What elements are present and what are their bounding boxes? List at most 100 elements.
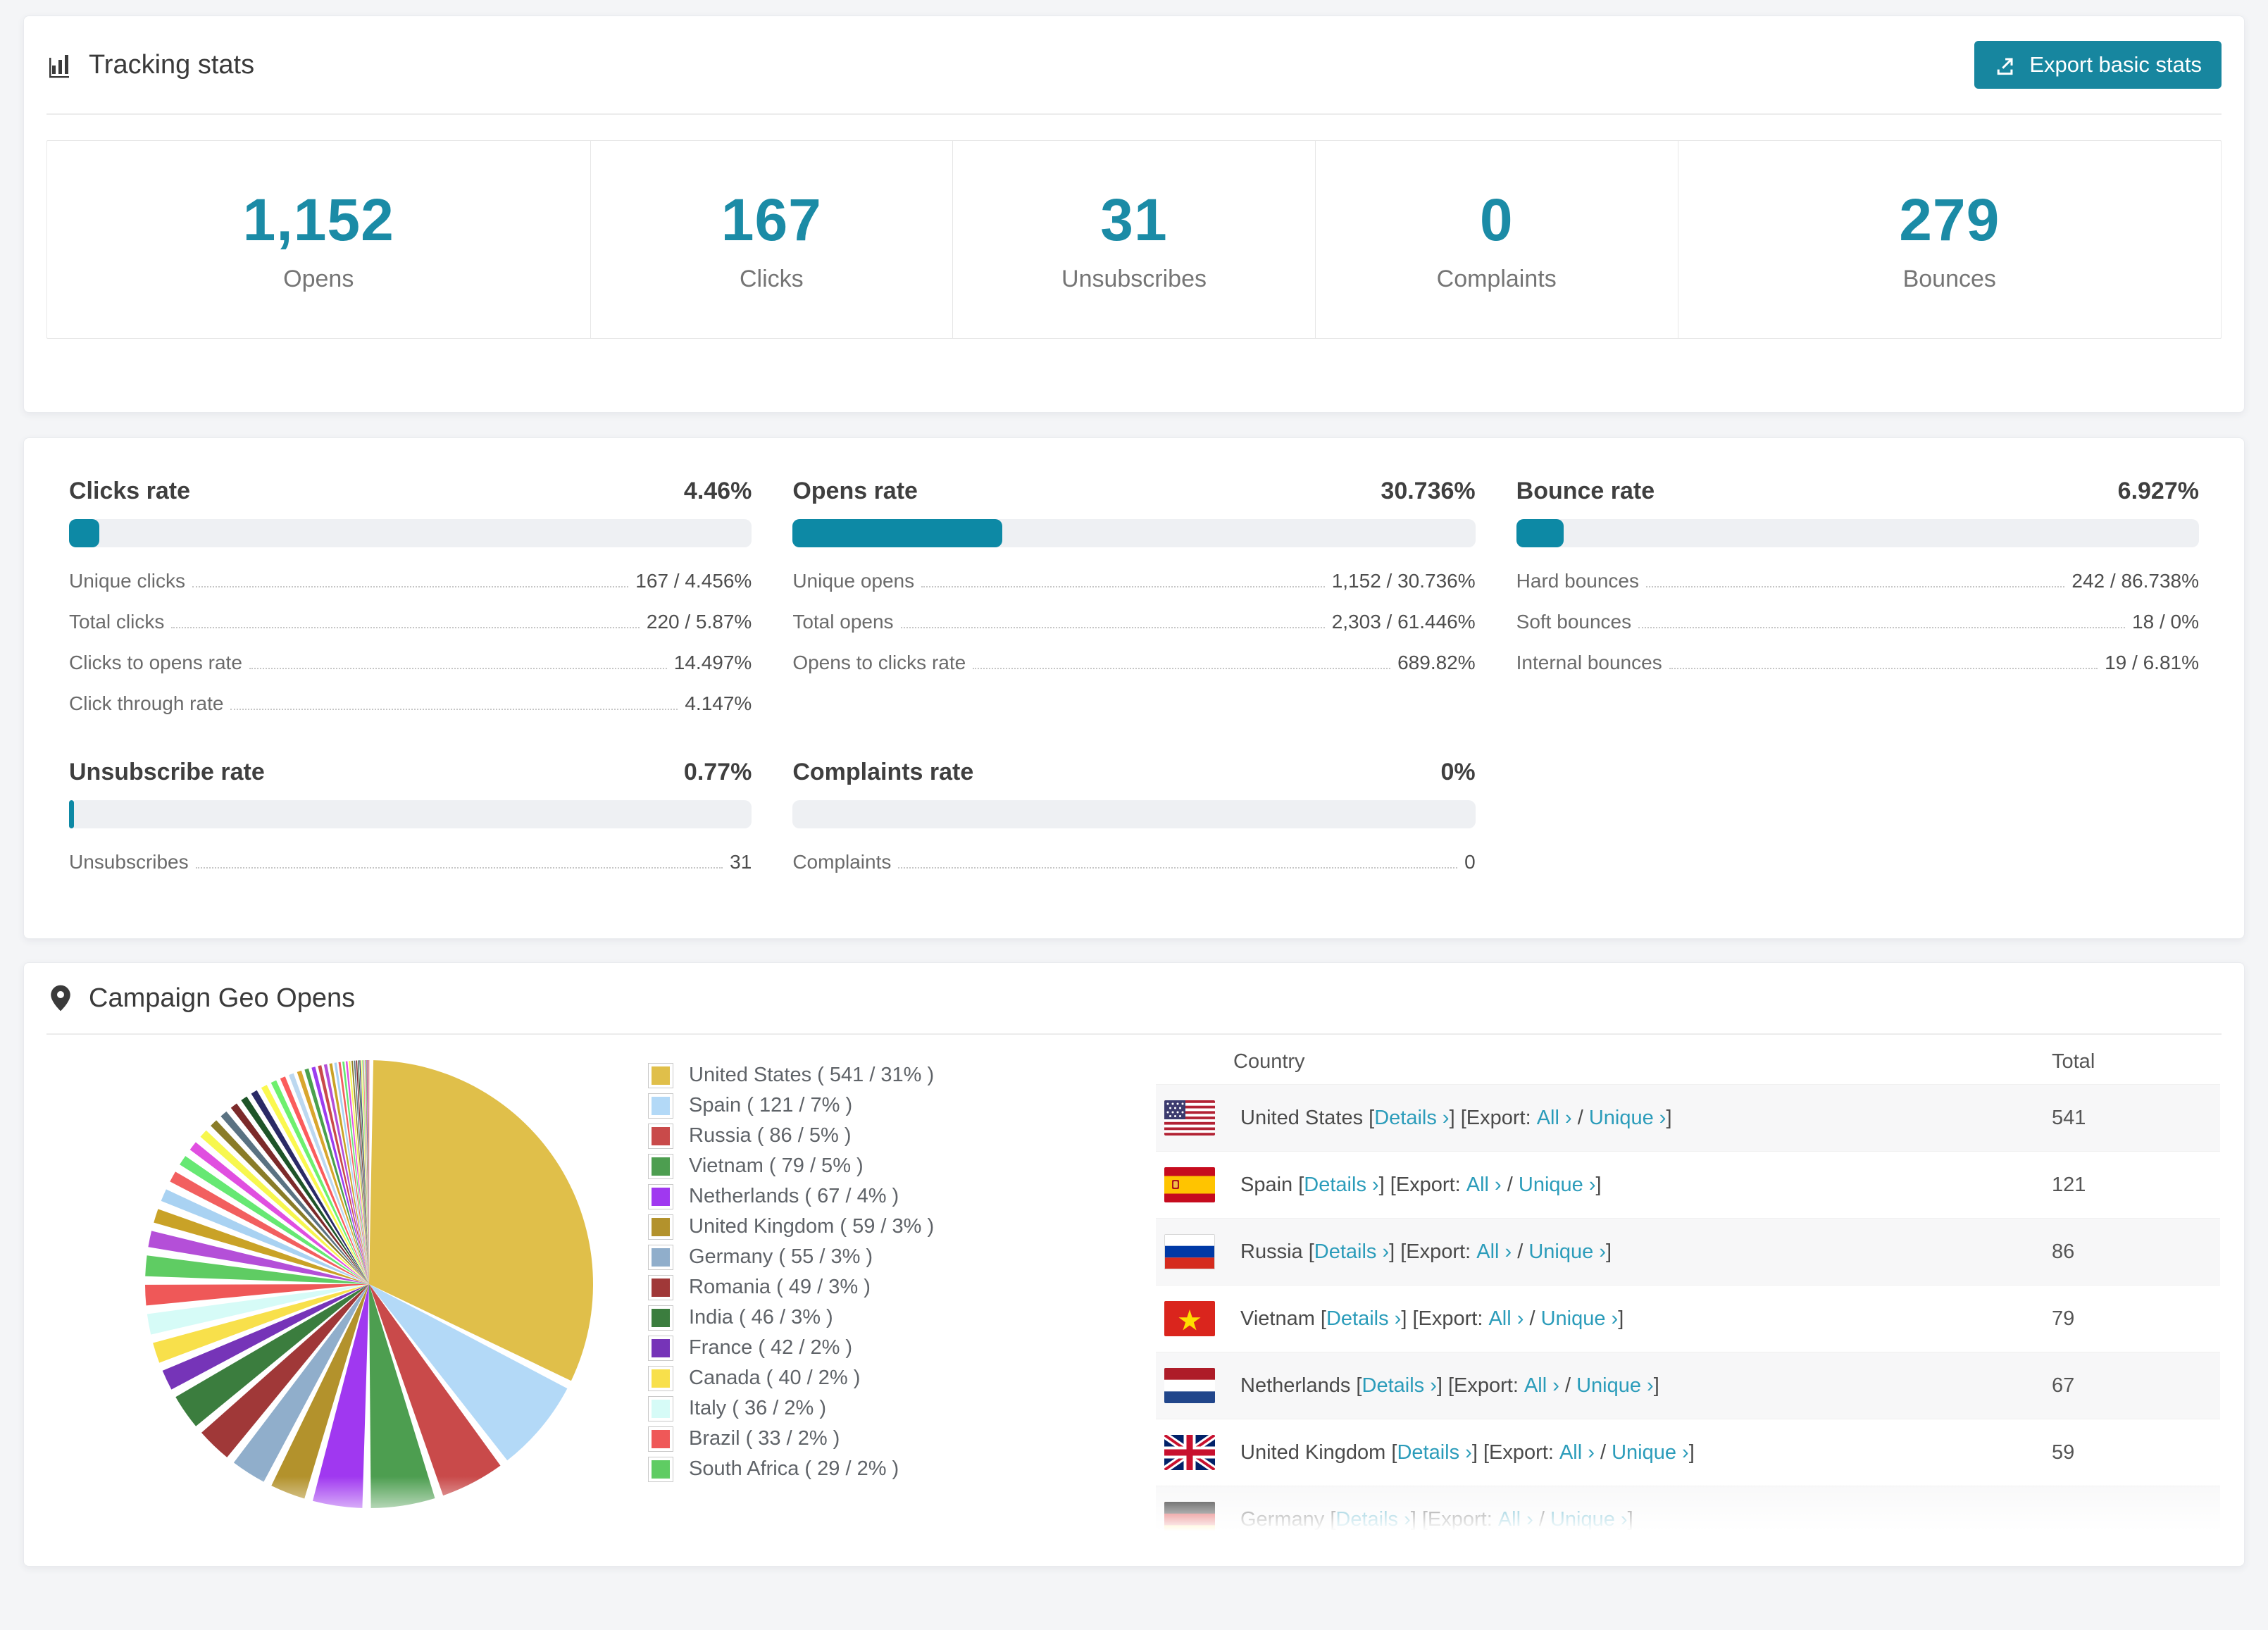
geo-pie-chart[interactable] <box>130 1045 609 1524</box>
legend-item-spain[interactable]: Spain ( 121 / 7% ) <box>648 1090 934 1121</box>
export-all-link-us[interactable]: All › <box>1536 1106 1572 1129</box>
pie-slice-other[interactable] <box>363 1060 369 1284</box>
details-link-ru[interactable]: Details › <box>1314 1240 1390 1263</box>
pie-slice-germany[interactable] <box>233 1284 369 1482</box>
pie-slice-other[interactable] <box>362 1060 369 1284</box>
pie-slice-other[interactable] <box>297 1070 369 1284</box>
pie-slice-united-kingdom[interactable] <box>271 1284 369 1499</box>
pie-slice-other[interactable] <box>241 1096 369 1284</box>
stat-opens-value: 1,152 <box>242 187 394 253</box>
export-all-link-nl[interactable]: All › <box>1524 1374 1559 1397</box>
pie-slice-france[interactable] <box>162 1284 369 1390</box>
pie-slice-netherlands[interactable] <box>313 1284 369 1508</box>
pie-slice-vietnam[interactable] <box>369 1284 435 1508</box>
pie-slice-other[interactable] <box>349 1061 369 1284</box>
pie-slice-other[interactable] <box>161 1189 369 1284</box>
pie-slice-other[interactable] <box>358 1060 369 1284</box>
legend-item-france[interactable]: France ( 42 / 2% ) <box>648 1333 934 1363</box>
legend-item-brazil[interactable]: Brazil ( 33 / 2% ) <box>648 1424 934 1454</box>
pie-slice-other[interactable] <box>280 1076 369 1284</box>
pie-slice-other[interactable] <box>261 1085 369 1284</box>
export-all-link-gb[interactable]: All › <box>1559 1441 1595 1464</box>
legend-item-russia[interactable]: Russia ( 86 / 5% ) <box>648 1121 934 1151</box>
pie-slice-other[interactable] <box>323 1064 369 1284</box>
stat-complaints: 0 Complaints <box>1314 141 1678 338</box>
pie-slice-other[interactable] <box>270 1080 369 1284</box>
export-unique-link-gb[interactable]: Unique › <box>1612 1441 1689 1464</box>
pie-slice-russia[interactable] <box>369 1284 501 1496</box>
pie-slice-india[interactable] <box>175 1284 370 1426</box>
legend-item-united-kingdom[interactable]: United Kingdom ( 59 / 3% ) <box>648 1212 934 1242</box>
details-link-us[interactable]: Details › <box>1374 1106 1450 1129</box>
details-link-de[interactable]: Details › <box>1335 1507 1411 1531</box>
legend-item-italy[interactable]: Italy ( 36 / 2% ) <box>648 1393 934 1424</box>
pie-slice-other[interactable] <box>230 1103 369 1285</box>
pie-slice-south-africa[interactable] <box>145 1255 369 1284</box>
detail-row: Internal bounces 19 / 6.81% <box>1516 652 2199 673</box>
legend-item-canada[interactable]: Canada ( 40 / 2% ) <box>648 1363 934 1393</box>
details-link-gb[interactable]: Details › <box>1397 1441 1472 1464</box>
pie-slice-other[interactable] <box>368 1059 370 1284</box>
pie-slice-other[interactable] <box>170 1171 370 1284</box>
table-text: ] <box>1618 1307 1624 1330</box>
pie-slice-spain[interactable] <box>369 1284 568 1461</box>
pie-slice-other[interactable] <box>359 1060 369 1284</box>
export-all-link-ru[interactable]: All › <box>1476 1240 1512 1263</box>
details-link-vn[interactable]: Details › <box>1326 1307 1402 1330</box>
export-unique-link-es[interactable]: Unique › <box>1518 1173 1596 1196</box>
export-all-link-de[interactable]: All › <box>1497 1507 1533 1531</box>
export-unique-link-us[interactable]: Unique › <box>1588 1106 1666 1129</box>
pie-slice-other[interactable] <box>311 1066 369 1284</box>
pie-slice-italy[interactable] <box>147 1284 369 1335</box>
legend-item-india[interactable]: India ( 46 / 3% ) <box>648 1302 934 1333</box>
pie-slice-other[interactable] <box>338 1062 370 1284</box>
pie-slice-romania[interactable] <box>201 1284 369 1457</box>
legend-item-netherlands[interactable]: Netherlands ( 67 / 4% ) <box>648 1181 934 1212</box>
pie-slice-other[interactable] <box>329 1063 370 1284</box>
clicks-rate-progressbar <box>69 519 752 547</box>
pie-slice-other[interactable] <box>342 1062 369 1284</box>
pie-slice-other[interactable] <box>304 1068 369 1284</box>
table-text: ] [Export: <box>1378 1173 1466 1196</box>
export-unique-link-de[interactable]: Unique › <box>1550 1507 1628 1531</box>
details-link-es[interactable]: Details › <box>1304 1173 1379 1196</box>
pie-slice-other[interactable] <box>180 1156 369 1284</box>
stats-summary-row: 1,152 Opens 167 Clicks 31 Unsubscribes 0… <box>46 140 2222 339</box>
export-unique-link-vn[interactable]: Unique › <box>1540 1307 1619 1330</box>
pie-slice-other[interactable] <box>318 1065 369 1284</box>
legend-label: Canada ( 40 / 2% ) <box>689 1367 861 1389</box>
legend-item-south-africa[interactable]: South Africa ( 29 / 2% ) <box>648 1454 934 1484</box>
complaints-rate-value: 0% <box>1440 759 1476 785</box>
pie-slice-other[interactable] <box>148 1231 369 1284</box>
export-unique-link-nl[interactable]: Unique › <box>1576 1374 1654 1397</box>
dotted-leader <box>195 867 723 869</box>
country-cell: Spain [Details ›] [Export: All › / Uniqu… <box>1156 1167 2043 1202</box>
legend-swatch-color <box>652 1066 670 1085</box>
pie-slice-other[interactable] <box>189 1142 369 1285</box>
pie-slice-united-states[interactable] <box>369 1060 594 1381</box>
details-link-nl[interactable]: Details › <box>1362 1374 1437 1397</box>
pie-slice-other[interactable] <box>220 1111 369 1284</box>
export-all-link-es[interactable]: All › <box>1466 1173 1502 1196</box>
legend-item-vietnam[interactable]: Vietnam ( 79 / 5% ) <box>648 1151 934 1181</box>
dotted-leader <box>898 867 1458 869</box>
pie-slice-other[interactable] <box>251 1090 369 1284</box>
pie-slice-other[interactable] <box>200 1130 370 1284</box>
pie-slice-other[interactable] <box>368 1059 370 1284</box>
legend-item-united-states[interactable]: United States ( 541 / 31% ) <box>648 1060 934 1090</box>
pie-slice-other[interactable] <box>354 1060 369 1284</box>
pie-slice-brazil[interactable] <box>145 1284 369 1306</box>
export-basic-stats-button[interactable]: Export basic stats <box>1974 41 2222 89</box>
pie-slice-other[interactable] <box>351 1060 369 1284</box>
legend-item-germany[interactable]: Germany ( 55 / 3% ) <box>648 1242 934 1272</box>
pie-slice-other[interactable] <box>289 1073 369 1284</box>
pie-slice-other[interactable] <box>345 1061 369 1285</box>
pie-slice-canada[interactable] <box>153 1284 369 1363</box>
pie-slice-other[interactable] <box>334 1062 370 1284</box>
pie-slice-other[interactable] <box>211 1120 369 1284</box>
legend-swatch-color <box>652 1187 670 1206</box>
pie-slice-other[interactable] <box>154 1209 370 1284</box>
export-unique-link-ru[interactable]: Unique › <box>1528 1240 1606 1263</box>
export-all-link-vn[interactable]: All › <box>1488 1307 1524 1330</box>
legend-item-romania[interactable]: Romania ( 49 / 3% ) <box>648 1272 934 1302</box>
